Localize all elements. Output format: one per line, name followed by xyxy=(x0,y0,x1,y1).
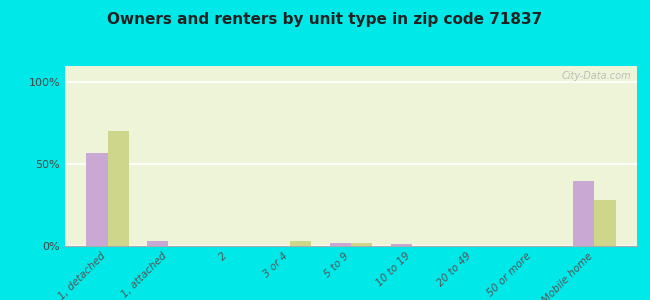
Bar xyxy=(86,153,108,246)
Bar xyxy=(330,243,351,246)
Bar xyxy=(391,244,412,246)
Bar xyxy=(108,131,129,246)
Bar xyxy=(573,181,594,246)
Bar xyxy=(290,241,311,246)
Bar xyxy=(351,243,372,246)
Text: City-Data.com: City-Data.com xyxy=(562,71,631,81)
Bar xyxy=(147,241,168,246)
Text: Owners and renters by unit type in zip code 71837: Owners and renters by unit type in zip c… xyxy=(107,12,543,27)
Bar xyxy=(594,200,616,246)
